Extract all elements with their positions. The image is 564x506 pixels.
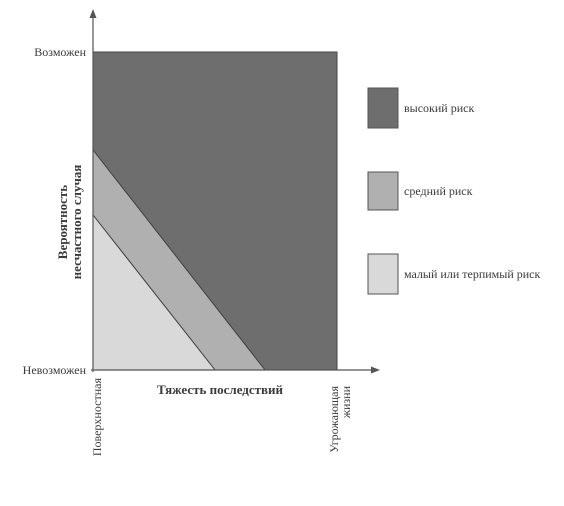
x-axis-right-label-line2: жизни <box>339 385 353 419</box>
y-axis-title-line2: несчастного случая <box>69 165 84 280</box>
x-axis-right-label-line1: Угрожающая <box>327 386 341 453</box>
x-axis-title: Тяжесть последствий <box>157 382 284 397</box>
x-axis-left-label: Поверхностная <box>90 378 104 457</box>
legend-label-low: малый или терпимый риск <box>404 267 540 281</box>
y-axis-title-line1: Вероятность <box>55 185 70 259</box>
y-axis-top-label: Возможен <box>34 45 86 59</box>
legend-label-high: высокий риск <box>404 101 474 115</box>
legend-label-medium: средний риск <box>404 184 473 198</box>
legend-swatch-high <box>367 87 399 129</box>
legend: высокий риск средний риск малый или терп… <box>367 87 540 295</box>
legend-swatch-medium <box>367 171 399 211</box>
y-axis-bottom-label: Невозможен <box>23 363 87 377</box>
legend-swatch-low <box>367 253 399 295</box>
y-axis-arrow <box>89 9 97 18</box>
x-axis-arrow <box>371 366 380 374</box>
